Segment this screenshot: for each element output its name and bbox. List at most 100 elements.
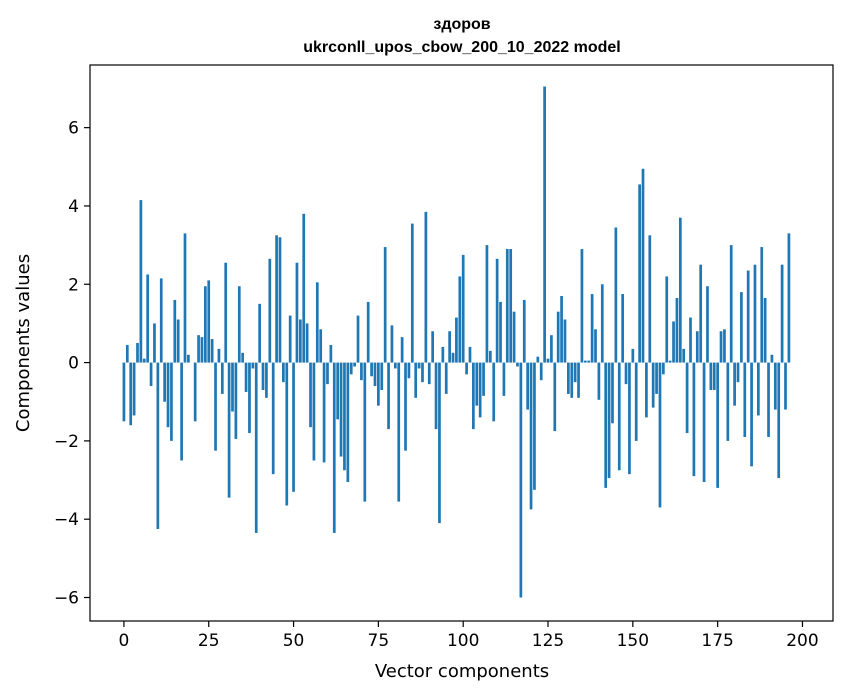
bar-116 <box>516 362 519 367</box>
bar-137 <box>587 360 591 363</box>
bar-94 <box>441 346 445 363</box>
bar-0 <box>122 362 126 422</box>
bar-23 <box>200 337 204 363</box>
bar-40 <box>258 303 261 363</box>
bar-193 <box>777 362 781 479</box>
bar-11 <box>159 278 163 363</box>
bar-49 <box>288 315 292 363</box>
bar-144 <box>611 362 614 424</box>
bar-53 <box>302 213 306 363</box>
bar-158 <box>658 362 662 508</box>
y-axis-ticks: −6 −4 −2 0 2 4 6 <box>54 119 90 609</box>
bar-191 <box>770 354 774 363</box>
bar-54 <box>305 323 309 363</box>
bar-115 <box>512 311 516 363</box>
bar-122 <box>536 356 540 363</box>
bar-185 <box>750 362 753 467</box>
bar-183 <box>743 362 747 437</box>
bar-184 <box>746 270 750 363</box>
bar-86 <box>414 362 418 398</box>
bar-114 <box>509 249 513 363</box>
bar-62 <box>332 362 336 533</box>
bar-153 <box>641 168 645 363</box>
bar-37 <box>248 362 251 434</box>
bar-162 <box>672 321 675 363</box>
bar-112 <box>502 362 506 396</box>
bar-77 <box>383 247 387 363</box>
bar-125 <box>546 358 550 363</box>
bar-139 <box>594 329 597 363</box>
bar-97 <box>451 352 455 363</box>
chart-title: здоров <box>433 16 490 33</box>
bar-101 <box>465 362 468 375</box>
bar-16 <box>176 319 180 363</box>
y-tick-label: 0 <box>68 354 79 374</box>
bar-57 <box>315 282 319 363</box>
bar-91 <box>431 331 435 363</box>
bar-128 <box>556 311 560 363</box>
bar-165 <box>682 348 686 363</box>
bar-64 <box>339 362 343 457</box>
bar-93 <box>438 362 441 524</box>
bar-82 <box>400 337 404 363</box>
bar-105 <box>478 362 482 418</box>
bar-81 <box>397 362 401 502</box>
x-tick-label: 0 <box>119 631 130 651</box>
bar-173 <box>709 362 713 390</box>
bar-73 <box>370 362 373 377</box>
bar-31 <box>227 362 231 498</box>
bar-109 <box>492 362 496 422</box>
y-tick-label: 4 <box>68 197 79 217</box>
bar-117 <box>519 362 523 598</box>
bar-113 <box>505 249 509 363</box>
bar-172 <box>706 286 709 363</box>
bar-33 <box>234 362 238 439</box>
bar-24 <box>203 286 207 363</box>
bar-190 <box>767 362 770 437</box>
bar-32 <box>231 362 234 412</box>
bar-119 <box>526 362 530 410</box>
x-tick-label: 100 <box>447 631 479 651</box>
bar-58 <box>319 329 323 363</box>
x-tick-label: 50 <box>283 631 305 651</box>
bar-66 <box>346 362 350 482</box>
bar-102 <box>468 346 472 363</box>
bar-19 <box>187 354 190 363</box>
bar-186 <box>753 264 757 363</box>
bar-133 <box>573 362 577 383</box>
bar-9 <box>153 323 156 363</box>
bar-96 <box>448 331 451 363</box>
bar-79 <box>390 325 394 363</box>
bar-34 <box>237 286 241 363</box>
bar-41 <box>261 362 265 390</box>
bar-88 <box>421 362 424 383</box>
bar-27 <box>214 362 217 451</box>
bar-84 <box>407 362 411 379</box>
y-tick-label: −2 <box>54 432 79 452</box>
bar-194 <box>780 264 784 363</box>
bar-178 <box>726 362 730 441</box>
bar-5 <box>139 200 143 363</box>
bar-3 <box>132 362 136 416</box>
bar-13 <box>166 362 170 428</box>
bar-100 <box>461 254 465 363</box>
bar-15 <box>173 299 177 363</box>
x-tick-label: 175 <box>701 631 733 651</box>
bar-68 <box>353 362 356 367</box>
bar-48 <box>285 362 289 506</box>
bar-22 <box>197 335 200 363</box>
bar-103 <box>472 362 475 430</box>
bar-1 <box>125 344 129 363</box>
bar-26 <box>210 339 214 363</box>
bar-67 <box>349 362 353 375</box>
bar-152 <box>638 184 641 363</box>
bar-42 <box>265 362 268 398</box>
bar-140 <box>597 362 601 400</box>
bar-108 <box>488 350 492 363</box>
bar-107 <box>485 245 489 363</box>
bar-174 <box>712 362 716 390</box>
y-axis-label: Components values <box>13 254 34 432</box>
bar-126 <box>550 335 553 363</box>
bar-148 <box>624 362 628 385</box>
